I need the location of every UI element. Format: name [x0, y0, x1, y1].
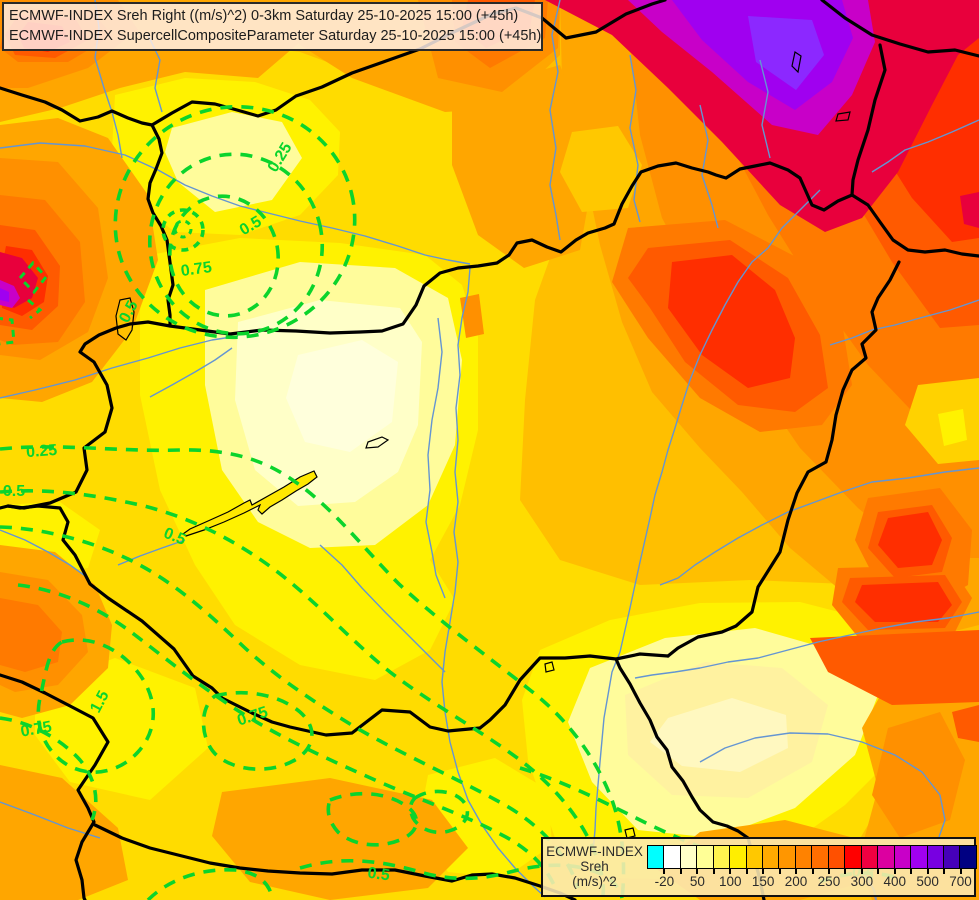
legend-swatch	[663, 845, 681, 869]
legend-swatch	[877, 845, 895, 869]
small-lake	[544, 661, 555, 673]
legend-tick	[795, 869, 798, 874]
legend-tick	[762, 869, 765, 874]
legend-tick	[959, 869, 962, 874]
legend-tick	[745, 869, 748, 874]
legend-text-block: ECMWF-INDEX Sreh (m/s)^2	[543, 839, 646, 889]
legend-swatch	[942, 845, 961, 869]
legend-tick	[663, 869, 666, 874]
legend-tick	[827, 869, 830, 874]
legend-swatch	[959, 845, 978, 869]
legend-tick	[696, 869, 699, 874]
legend-tick-label: 150	[751, 874, 775, 889]
legend-product: ECMWF-INDEX	[546, 844, 643, 859]
legend-tick	[712, 869, 715, 874]
legend-swatch	[794, 845, 813, 869]
contour-label: 0.25	[26, 442, 58, 461]
legend-swatch	[893, 845, 912, 869]
legend-tick	[679, 869, 682, 874]
legend-tick	[811, 869, 814, 874]
small-lake	[791, 51, 802, 74]
title-line-1: ECMWF-INDEX Sreh Right ((m/s)^2) 0-3km S…	[9, 8, 519, 24]
legend-swatch	[811, 845, 829, 869]
lake-velence	[365, 436, 390, 449]
legend: ECMWF-INDEX Sreh (m/s)^2 -20 50 100 150 200 2…	[541, 837, 978, 897]
lakes	[115, 51, 851, 839]
legend-tick-label: 200	[784, 874, 808, 889]
legend-swatch	[926, 845, 945, 869]
legend-tick-label: 100	[718, 874, 742, 889]
legend-swatch	[761, 845, 780, 869]
legend-tick	[844, 869, 847, 874]
legend-tick	[926, 869, 929, 874]
legend-swatch	[646, 845, 665, 869]
title-line-2: ECMWF-INDEX SupercellCompositeParameter …	[9, 28, 542, 44]
legend-tick-label: 50	[689, 874, 705, 889]
legend-tick-label: -20	[654, 874, 675, 889]
legend-tick	[943, 869, 946, 874]
legend-tick	[778, 869, 781, 874]
contour-label: 0.5	[3, 483, 25, 500]
legend-units: (m/s)^2	[572, 874, 617, 889]
legend-swatch	[729, 845, 747, 869]
lake-neusiedl	[115, 297, 135, 341]
lake-balaton	[181, 470, 318, 537]
legend-tick	[910, 869, 913, 874]
legend-parameter: Sreh	[580, 859, 609, 874]
legend-tick	[860, 869, 863, 874]
contour-label: 0.5	[366, 865, 390, 885]
legend-tick-label: 300	[850, 874, 874, 889]
legend-tick-label: 400	[883, 874, 907, 889]
legend-tick	[877, 869, 880, 874]
legend-swatch	[827, 845, 846, 869]
legend-swatch	[679, 845, 698, 869]
legend-colorbar	[646, 845, 978, 869]
legend-swatch	[745, 845, 764, 869]
scp-contours	[0, 104, 899, 900]
title-bar: ECMWF-INDEX Sreh Right ((m/s)^2) 0-3km S…	[2, 2, 543, 51]
small-lake	[835, 111, 851, 122]
legend-tick	[729, 869, 732, 874]
legend-swatch	[712, 845, 731, 869]
legend-tick	[893, 869, 896, 874]
contour-label: 0.75	[180, 259, 213, 280]
small-lake	[624, 827, 636, 839]
legend-tick-label: 500	[916, 874, 939, 889]
legend-swatch	[696, 845, 714, 869]
legend-tick-label: 250	[817, 874, 841, 889]
legend-swatch	[844, 845, 862, 869]
legend-tick-label: 700	[949, 874, 972, 889]
contour-label: 0.75	[19, 718, 53, 740]
legend-swatch	[910, 845, 928, 869]
legend-swatch	[860, 845, 879, 869]
legend-swatch	[778, 845, 797, 869]
